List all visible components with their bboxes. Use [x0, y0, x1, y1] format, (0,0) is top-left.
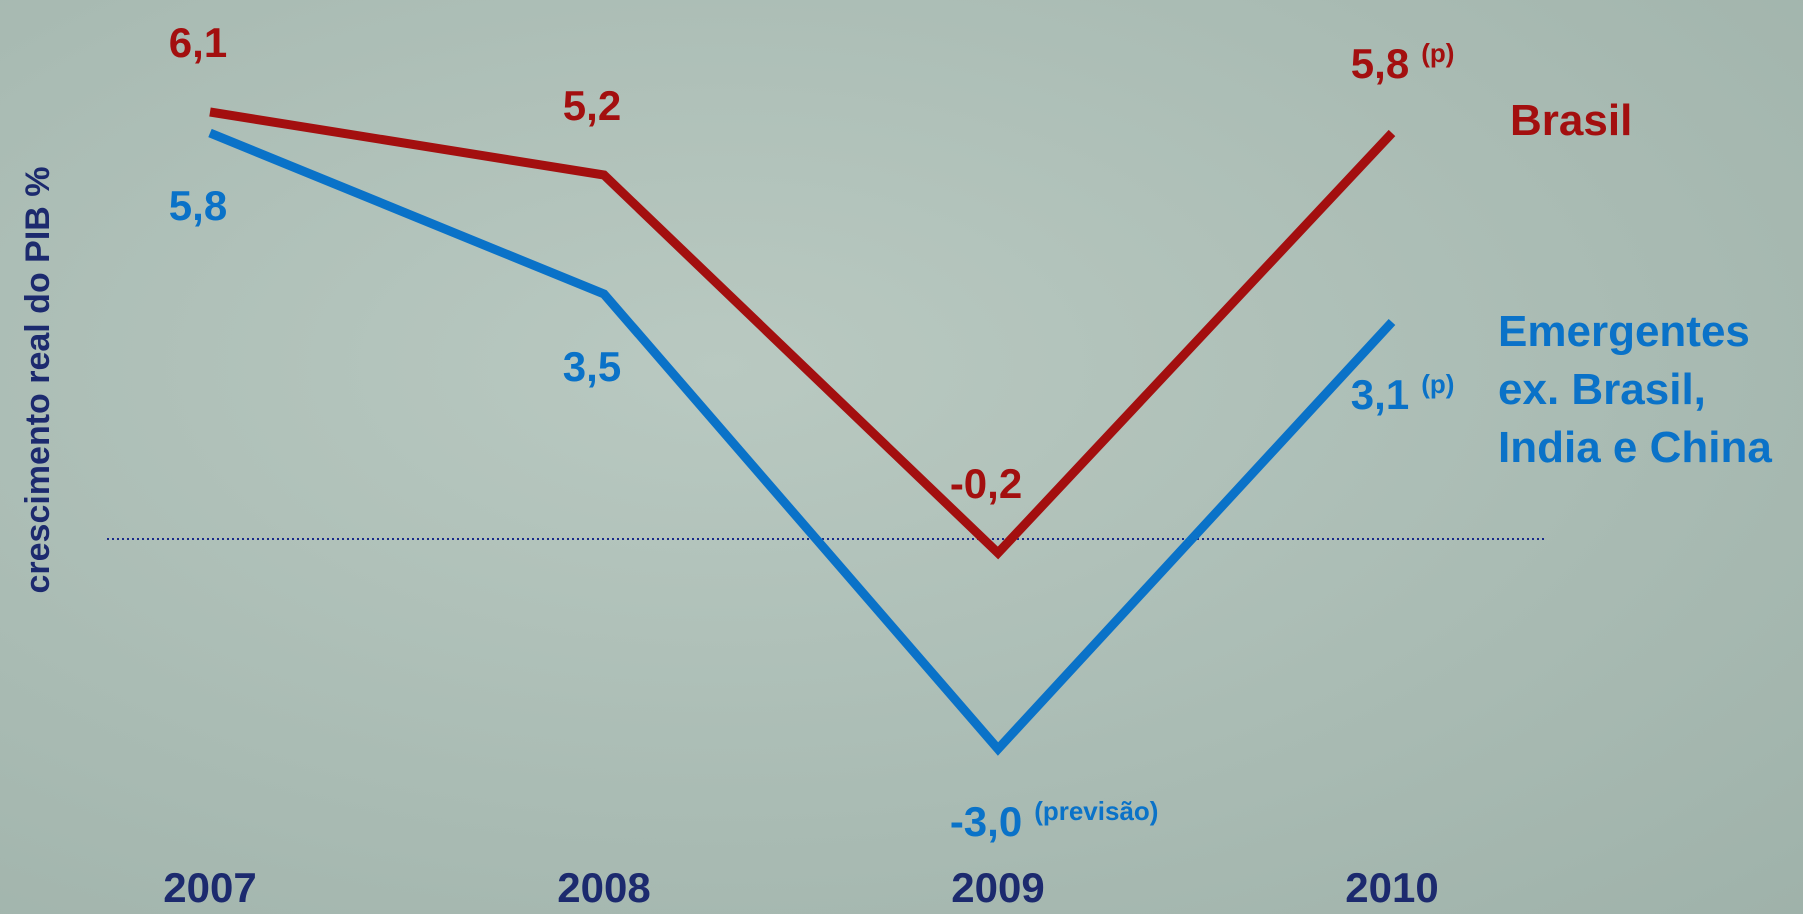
x-tick-label: 2007 [163, 864, 256, 911]
data-label: 5,8 [169, 182, 227, 229]
data-label-note: (previsão) [1034, 796, 1158, 826]
data-label: 5,2 [563, 82, 621, 129]
data-label: 3,1 [1351, 371, 1409, 418]
data-label-note: (p) [1421, 38, 1454, 68]
series-line [210, 133, 1392, 749]
data-label: 5,8 [1351, 40, 1409, 87]
data-label: -0,2 [950, 460, 1022, 507]
series-line [210, 112, 1392, 553]
y-axis-title: crescimento real do PIB % [19, 166, 57, 593]
data-label: 3,5 [563, 343, 621, 390]
page: crescimento real do PIB % 2007 2008 2009 20… [0, 0, 1803, 914]
x-tick-label: 2008 [557, 864, 650, 911]
legend-entry: Brasil [1510, 92, 1632, 150]
x-tick-label: 2009 [951, 864, 1044, 911]
x-tick-label: 2010 [1345, 864, 1438, 911]
data-label-note: (p) [1421, 369, 1454, 399]
legend-entry: Emergentes ex. Brasil, India e China [1498, 303, 1798, 477]
data-label: 6,1 [169, 19, 227, 66]
data-label: -3,0 [950, 798, 1022, 845]
